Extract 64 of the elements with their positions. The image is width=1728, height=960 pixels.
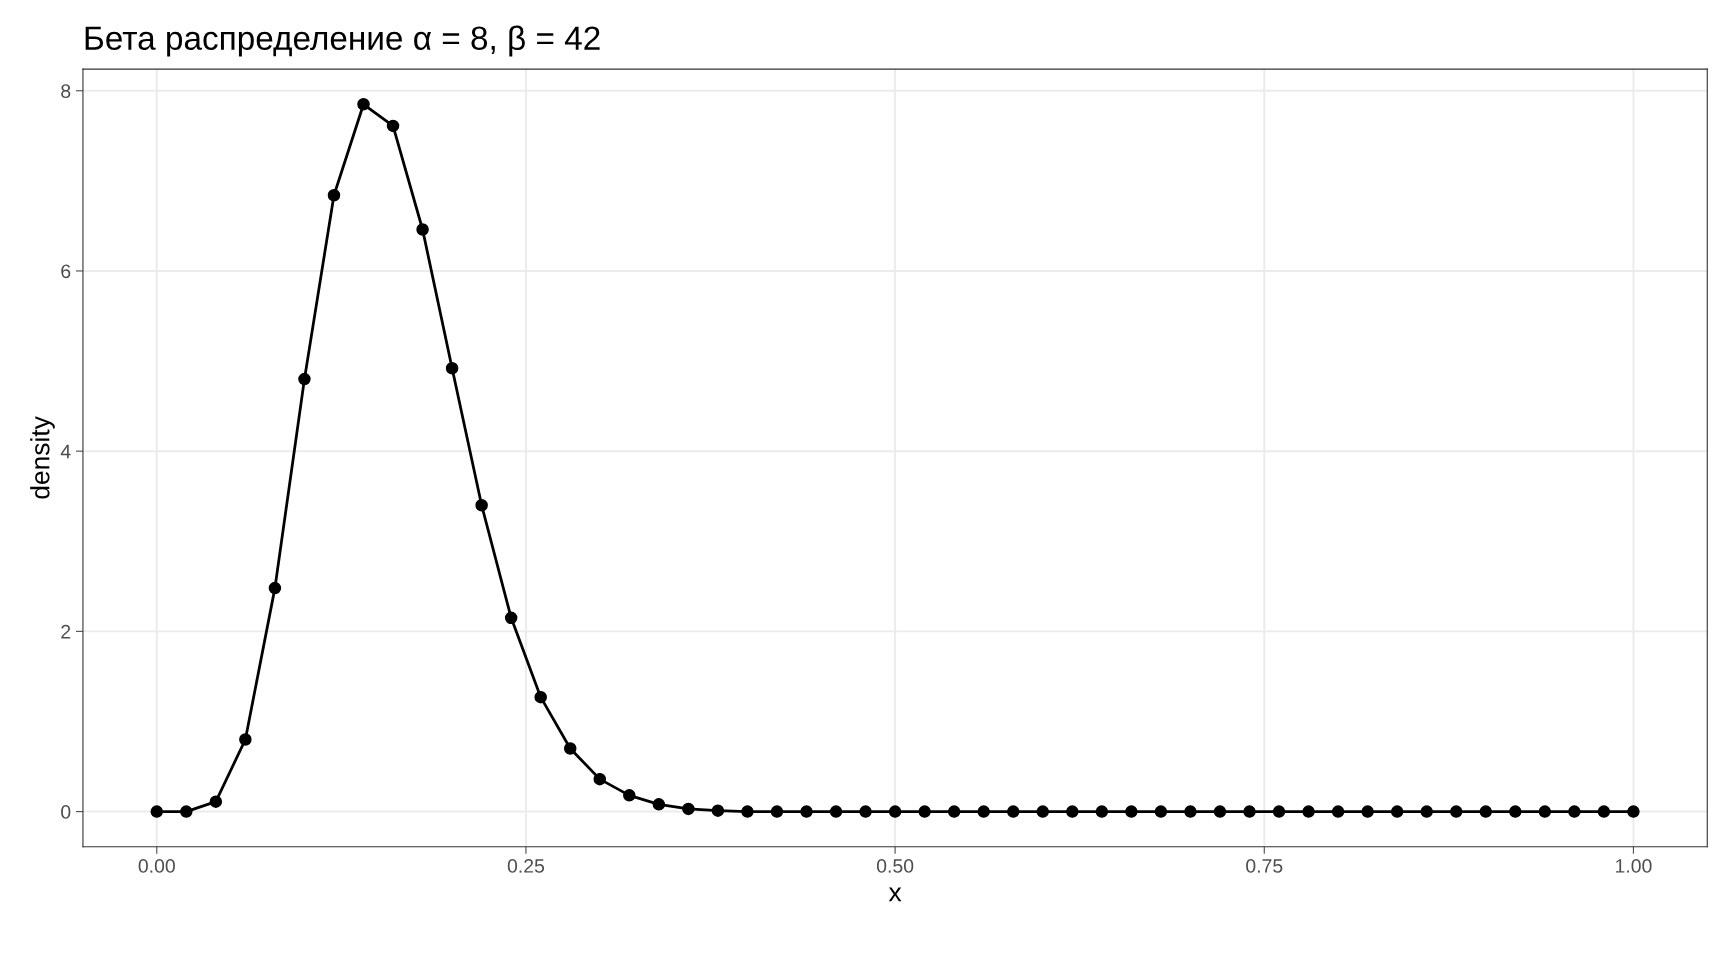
point (1125, 805, 1138, 818)
point (947, 805, 961, 818)
point (150, 805, 164, 818)
point (1390, 805, 1404, 818)
point (239, 733, 252, 746)
point (563, 742, 577, 755)
point (623, 789, 636, 802)
point (1036, 805, 1050, 818)
y-tick-label: 2 (61, 624, 71, 639)
y-tick-label: 8 (61, 84, 71, 98)
y-axis-title: density (30, 416, 55, 499)
point (1627, 805, 1640, 818)
point (268, 581, 282, 595)
point (800, 805, 813, 818)
point (1154, 805, 1168, 818)
y-tick-label: 4 (60, 444, 71, 459)
point (859, 805, 872, 818)
point (445, 362, 459, 375)
x-tick-label: 0.50 (876, 859, 914, 873)
point (534, 690, 547, 704)
chart-title: Бета распределение α = 8, β = 42 (85, 25, 600, 57)
point (1331, 805, 1345, 818)
point (327, 189, 341, 202)
point (298, 372, 311, 386)
point (1302, 805, 1315, 818)
x-tick-label: 0.25 (507, 859, 545, 873)
point (209, 795, 223, 808)
point (1095, 805, 1109, 818)
point (1509, 805, 1522, 818)
point (1538, 805, 1552, 818)
point (977, 805, 990, 818)
point (652, 798, 666, 811)
point (357, 98, 370, 111)
point (1243, 805, 1256, 818)
point (1361, 805, 1374, 818)
point (918, 805, 931, 818)
point (770, 805, 784, 818)
point (416, 223, 429, 236)
x-tick-label: 1.00 (1615, 859, 1652, 873)
point (1213, 805, 1227, 818)
point (682, 802, 695, 816)
point (1568, 805, 1581, 818)
point (504, 611, 518, 625)
point (1184, 805, 1197, 818)
point (711, 804, 725, 817)
point (593, 772, 607, 786)
y-tick-label: 6 (61, 264, 71, 279)
x-axis-title: x (888, 887, 902, 902)
point (829, 805, 843, 818)
y-tick-label: 0 (61, 805, 71, 819)
point (475, 498, 488, 512)
point (1006, 805, 1020, 818)
point (180, 805, 193, 818)
point (741, 805, 754, 818)
point (1420, 805, 1433, 818)
x-tick-label: 0.00 (138, 859, 175, 873)
x-tick-label: 0.75 (1246, 859, 1283, 873)
point (1597, 805, 1611, 818)
point (888, 805, 902, 818)
point (1272, 805, 1286, 818)
point (1066, 805, 1079, 818)
point (386, 119, 400, 133)
point (1449, 805, 1463, 818)
point (1479, 805, 1493, 818)
